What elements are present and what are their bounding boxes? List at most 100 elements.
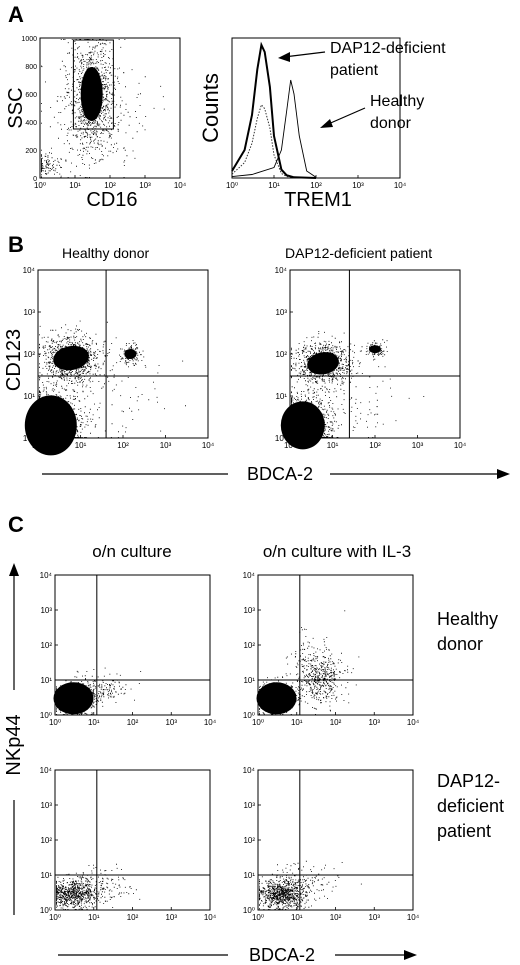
scatter-dots bbox=[41, 39, 165, 178]
lymphocyte-events bbox=[41, 149, 72, 178]
y-tick-label: 10¹ bbox=[243, 871, 255, 880]
x-tick-label: 10¹ bbox=[327, 441, 339, 450]
x-tick-label: 10⁰ bbox=[226, 181, 238, 190]
plot-frame bbox=[39, 37, 181, 179]
y-tick-label: 200 bbox=[25, 148, 37, 155]
panel-b-left-title: Healthy donor bbox=[62, 245, 150, 261]
background-events bbox=[41, 39, 165, 178]
patient-arrow bbox=[283, 51, 326, 58]
x-tick-label: 10⁴ bbox=[174, 181, 187, 190]
y-tick-label: 10⁴ bbox=[40, 571, 53, 580]
y-tick-label: 10³ bbox=[243, 606, 255, 615]
y-tick-label: 10² bbox=[40, 836, 52, 845]
x-tick-label: 10⁴ bbox=[454, 441, 467, 450]
main-population bbox=[56, 680, 102, 715]
panel-c-y-axis-arrow bbox=[9, 563, 19, 915]
y-tick-label: 400 bbox=[25, 120, 37, 127]
patient-arrowhead bbox=[278, 52, 290, 62]
donor-annotation-line2: donor bbox=[370, 115, 412, 132]
y-tick-labels: 0 200 400 600 800 1000 bbox=[21, 36, 37, 183]
x-tick-label: 10⁴ bbox=[394, 181, 407, 190]
x-tick-label: 10³ bbox=[412, 441, 424, 450]
y-axis-label: Counts bbox=[198, 73, 223, 143]
patient-annotation-line2: patient bbox=[330, 62, 379, 79]
x-tick-labels: 10⁰ 10¹ 10² 10³ 10⁴ bbox=[34, 175, 187, 190]
x-tick-label: 10⁰ bbox=[284, 441, 296, 450]
panel-label-c: C bbox=[8, 512, 24, 537]
x-tick-label: 10⁴ bbox=[204, 718, 217, 727]
x-tick-label: 10³ bbox=[352, 181, 364, 190]
x-tick-labels: 10⁰ 10¹ 10² 10³ 10⁴ bbox=[226, 175, 407, 190]
y-tick-label: 800 bbox=[25, 64, 37, 71]
x-tick-label: 10⁰ bbox=[252, 913, 264, 922]
isotype-control-curve bbox=[231, 103, 317, 179]
y-tick-label: 10² bbox=[40, 641, 52, 650]
x-tick-label: 10¹ bbox=[291, 913, 303, 922]
panel-c-row-label-2-line1: DAP12- bbox=[437, 771, 500, 791]
x-tick-label: 10⁴ bbox=[407, 718, 420, 727]
y-tick-label: 10⁰ bbox=[243, 906, 255, 915]
y-tick-label: 1000 bbox=[21, 36, 37, 43]
panel-label-b: B bbox=[8, 232, 24, 257]
panel-a-scatter: 0 200 400 600 800 1000 10⁰ 10¹ 10² 10³ 10⁴ SSC CD… bbox=[5, 36, 187, 211]
main-population bbox=[291, 378, 354, 438]
y-tick-label: 10⁰ bbox=[275, 434, 287, 443]
cd123-high-population bbox=[291, 331, 371, 400]
x-tick-label: 10² bbox=[330, 913, 342, 922]
x-tick-label: 10⁰ bbox=[49, 913, 61, 922]
scattered-events bbox=[67, 863, 141, 910]
x-tick-label: 10³ bbox=[368, 913, 380, 922]
panel-a-histogram: 10⁰ 10¹ 10² 10³ 10⁴ Counts TREM1 DAP12-defic… bbox=[198, 37, 446, 211]
panel-b-x-axis-label: BDCA-2 bbox=[247, 464, 313, 484]
y-tick-label: 10² bbox=[243, 836, 255, 845]
gate-rectangle bbox=[72, 39, 114, 130]
x-tick-label: 10² bbox=[117, 441, 129, 450]
panel-c-x-axis-arrow bbox=[58, 950, 417, 960]
x-tick-label: 10¹ bbox=[75, 441, 87, 450]
y-tick-label: 10³ bbox=[40, 606, 52, 615]
x-tick-label: 10⁰ bbox=[252, 718, 264, 727]
panel-c-col-title-2: o/n culture with IL-3 bbox=[263, 542, 411, 561]
panel-label-a: A bbox=[8, 2, 24, 27]
panel-c-row-label-1-line2: donor bbox=[437, 634, 483, 654]
y-tick-label: 10⁰ bbox=[40, 711, 52, 720]
y-tick-label: 10⁰ bbox=[23, 434, 35, 443]
y-tick-label: 0 bbox=[33, 176, 37, 183]
y-tick-label: 10² bbox=[243, 641, 255, 650]
y-tick-label: 10¹ bbox=[275, 392, 287, 401]
panel-c-x-axis-label: BDCA-2 bbox=[249, 945, 315, 965]
pdc-population bbox=[359, 339, 388, 368]
y-tick-label: 600 bbox=[25, 92, 37, 99]
y-tick-label: 10⁰ bbox=[40, 906, 52, 915]
x-tick-label: 10² bbox=[369, 441, 381, 450]
y-tick-label: 10⁴ bbox=[243, 571, 256, 580]
y-axis-label: SSC bbox=[5, 87, 27, 128]
x-tick-label: 10⁴ bbox=[204, 913, 217, 922]
plot-frame bbox=[54, 769, 211, 911]
panel-c-row-label-2-line2: deficient bbox=[437, 796, 504, 816]
scattered-events bbox=[267, 860, 362, 908]
x-tick-label: 10³ bbox=[165, 913, 177, 922]
y-tick-label: 10³ bbox=[40, 801, 52, 810]
y-tick-label: 10¹ bbox=[23, 392, 35, 401]
y-tick-label: 10² bbox=[23, 350, 35, 359]
x-tick-label: 10³ bbox=[165, 718, 177, 727]
x-tick-label: 10¹ bbox=[268, 181, 280, 190]
y-tick-label: 10³ bbox=[23, 308, 35, 317]
panel-c-row-label-2-line3: patient bbox=[437, 821, 491, 841]
x-tick-label: 10¹ bbox=[88, 718, 100, 727]
x-tick-label: 10⁰ bbox=[34, 181, 46, 190]
x-tick-label: 10² bbox=[330, 718, 342, 727]
patient-curve bbox=[231, 41, 317, 179]
x-tick-label: 10³ bbox=[160, 441, 172, 450]
x-tick-label: 10² bbox=[127, 913, 139, 922]
y-tick-label: 10³ bbox=[275, 308, 287, 317]
x-tick-label: 10⁰ bbox=[49, 718, 61, 727]
x-tick-label: 10² bbox=[127, 718, 139, 727]
